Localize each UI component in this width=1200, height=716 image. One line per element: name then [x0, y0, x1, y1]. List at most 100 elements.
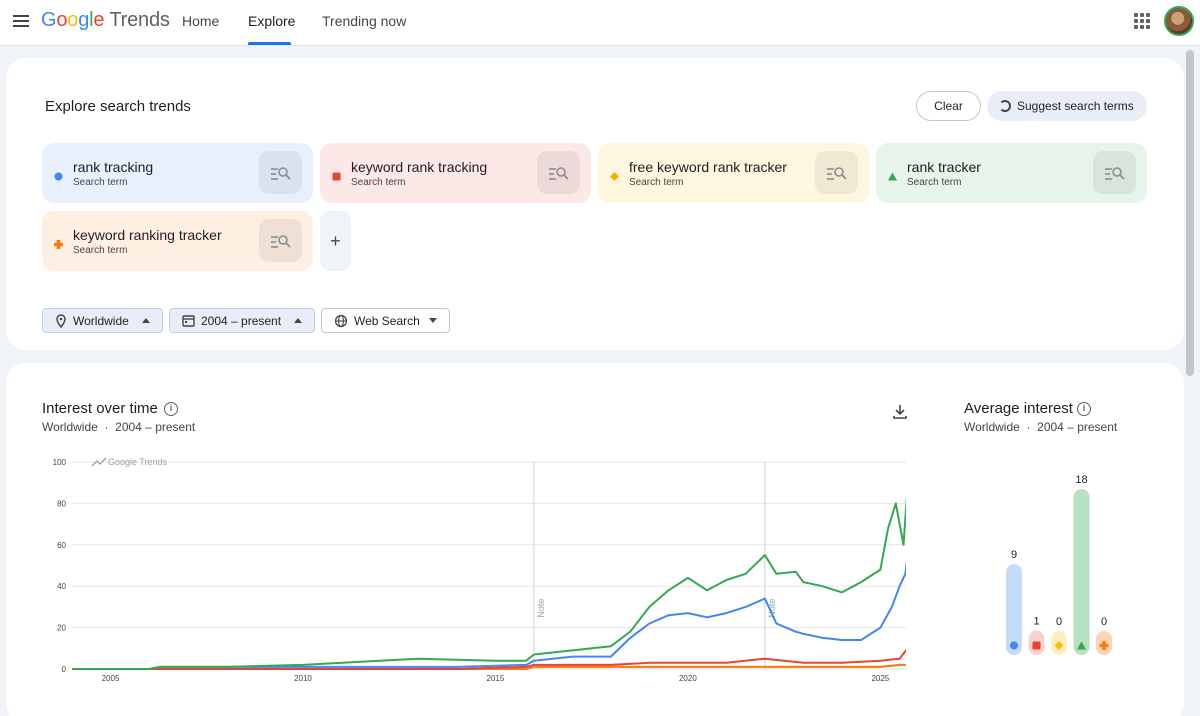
average-interest-chart: 9 1 0 18 0 [1006, 474, 1112, 655]
series-line-keyword-ranking-tracker [72, 663, 906, 670]
calendar-icon [182, 315, 195, 327]
add-search-term-button[interactable]: + [320, 211, 351, 271]
series-line-rank-tracking [72, 559, 906, 670]
average-value-label: 0 [1101, 616, 1107, 628]
caret-down-icon [429, 318, 437, 323]
search-term-card[interactable]: rank tracking Search term [42, 143, 313, 203]
search-term-options-button[interactable] [815, 151, 858, 194]
suggest-search-terms-button[interactable]: Suggest search terms [987, 91, 1147, 121]
search-insights-icon [270, 166, 291, 180]
series-marker-triangle-icon [888, 168, 897, 181]
menu-icon[interactable] [10, 10, 32, 32]
average-bar [1006, 564, 1022, 655]
time-range-filter[interactable]: 2004 – present [169, 308, 315, 333]
series-line-keyword-rank-tracking [72, 648, 906, 670]
account-avatar[interactable] [1164, 6, 1194, 36]
search-term-options-button[interactable] [537, 151, 580, 194]
search-term-options-button[interactable] [1093, 151, 1136, 194]
series-line-rank-tracker [72, 495, 906, 670]
series-marker-square-icon [1032, 641, 1041, 650]
google-trends-watermark: Google Trends [108, 457, 168, 467]
region-filter-value: Worldwide [73, 313, 129, 328]
caret-up-icon [142, 318, 150, 323]
globe-icon [334, 314, 348, 327]
search-term-name[interactable]: keyword rank tracking [351, 159, 488, 175]
info-icon[interactable]: i [164, 402, 178, 416]
x-tick-label: 2025 [871, 674, 889, 683]
top-bar: Google Trends Home Explore Trending now [0, 0, 1200, 46]
search-term-options-button[interactable] [259, 219, 302, 262]
y-tick-label: 20 [57, 624, 66, 633]
download-icon[interactable] [891, 403, 909, 421]
suggest-icon [999, 100, 1011, 112]
y-tick-label: 80 [57, 499, 66, 508]
search-term-card[interactable]: keyword ranking tracker Search term [42, 211, 313, 271]
average-bar [1073, 489, 1090, 655]
search-term-card[interactable]: rank tracker Search term [876, 143, 1147, 203]
y-tick-label: 40 [57, 582, 66, 591]
note-label: Note [767, 599, 777, 618]
search-term-card[interactable]: keyword rank tracking Search term [320, 143, 591, 203]
search-term-name[interactable]: free keyword rank tracker [629, 159, 787, 175]
suggest-label: Suggest search terms [1017, 99, 1134, 113]
search-term-type: Search term [907, 177, 962, 188]
explore-title: Explore search trends [45, 98, 191, 115]
y-tick-label: 0 [62, 665, 67, 674]
search-term-type: Search term [73, 245, 128, 256]
average-interest-subtitle: Worldwide · 2004 – present [964, 420, 1118, 434]
nav-active-indicator [248, 42, 291, 45]
y-tick-label: 60 [57, 541, 66, 550]
page-scrollbar[interactable] [1186, 50, 1194, 376]
info-icon[interactable]: i [1077, 402, 1091, 416]
search-term-name[interactable]: keyword ranking tracker [73, 227, 222, 243]
search-property-filter[interactable]: Web Search [321, 308, 450, 333]
search-insights-icon [270, 234, 291, 248]
nav-trending-now[interactable]: Trending now [322, 13, 407, 29]
search-term-card[interactable]: free keyword rank tracker Search term [598, 143, 869, 203]
series-marker-diamond-icon [610, 168, 619, 181]
series-marker-diamond-icon [1054, 641, 1064, 650]
interest-over-time-subtitle: Worldwide · 2004 – present [42, 420, 196, 434]
series-marker-triangle-icon [1077, 641, 1086, 650]
series-marker-circle-icon [54, 168, 63, 181]
region-filter[interactable]: Worldwide [42, 308, 163, 333]
interest-over-time-chart[interactable]: 0 20 40 60 80 100 2005 2010 2015 2020 2025 Note Note… [6, 451, 906, 691]
google-trends-logo[interactable]: Google Trends [41, 9, 170, 31]
search-term-options-button[interactable] [259, 151, 302, 194]
nav-home[interactable]: Home [182, 13, 220, 29]
x-tick-label: 2005 [102, 674, 120, 683]
search-property-filter-value: Web Search [354, 313, 420, 328]
location-pin-icon [56, 313, 66, 328]
series-marker-circle-icon [1009, 641, 1019, 650]
caret-up-icon [294, 318, 302, 323]
search-insights-icon [548, 166, 569, 180]
nav-explore[interactable]: Explore [248, 13, 296, 29]
series-marker-square-icon [332, 168, 341, 181]
interest-panel: Interest over time i Worldwide · 2004 – … [6, 363, 1184, 716]
search-term-name[interactable]: rank tracker [907, 159, 981, 175]
x-tick-label: 2020 [679, 674, 697, 683]
apps-grid-icon[interactable] [1134, 13, 1150, 29]
x-tick-label: 2010 [294, 674, 312, 683]
interest-over-time-title: Interest over time [42, 400, 158, 417]
average-value-label: 0 [1056, 616, 1062, 628]
average-value-label: 1 [1033, 616, 1039, 628]
trend-arrow-icon [91, 457, 107, 467]
search-insights-icon [826, 166, 847, 180]
average-value-label: 18 [1075, 474, 1087, 486]
x-tick-label: 2015 [487, 674, 505, 683]
search-term-type: Search term [73, 177, 128, 188]
clear-button[interactable]: Clear [916, 91, 981, 121]
search-term-name[interactable]: rank tracking [73, 159, 154, 175]
note-label: Note [536, 599, 546, 618]
average-interest-title: Average interest [964, 400, 1073, 417]
search-insights-icon [1104, 166, 1125, 180]
y-tick-label: 100 [53, 458, 67, 467]
series-marker-cross-icon [1099, 641, 1109, 650]
search-term-type: Search term [351, 177, 406, 188]
average-value-label: 9 [1011, 549, 1017, 561]
time-range-filter-value: 2004 – present [201, 313, 282, 328]
search-term-type: Search term [629, 177, 684, 188]
explore-panel: Explore search trends Clear Suggest sear… [6, 58, 1184, 350]
series-marker-cross-icon [54, 236, 63, 249]
